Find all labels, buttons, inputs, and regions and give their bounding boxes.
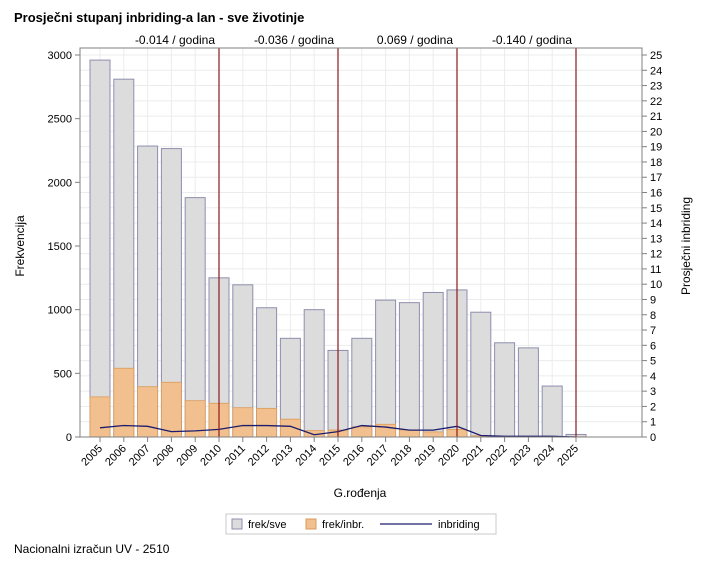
x-tick-label: 2008 [151,443,177,469]
reference-label: 0.069 / godina [377,33,453,47]
x-tick-label: 2009 [175,443,201,469]
y-tick-label: 1500 [48,241,72,253]
reference-label: -0.014 / godina [135,33,215,47]
bar-frek-inbr [256,407,278,438]
y2-tick-label: 22 [650,96,662,108]
y2-tick-label: 12 [650,249,662,261]
x-tick-label: 2017 [365,443,391,469]
y2-tick-label: 3 [650,386,656,398]
y2-tick-label: 13 [650,233,662,245]
y2-tick-label: 15 [650,203,662,215]
y2-tick-label: 20 [650,126,662,138]
x-tick-label: 2022 [484,443,510,469]
y2-tick-label: 10 [650,279,662,291]
bar-frek-sve [541,385,563,438]
x-tick-label: 2015 [317,443,343,469]
footnote: Nacionalni izračun UV - 2510 [14,542,170,556]
reference-lines: -0.014 / godina -0.036 / godina 0.069 / go… [135,33,577,437]
bar-frek-inbr [398,429,420,438]
legend: frek/sve frek/inbr. inbriding [225,513,497,535]
bar-frek-sve [375,299,397,438]
bar-frek-sve [494,342,516,438]
y2-tick-label: 0 [650,432,656,444]
bar-frek-sve [351,337,373,438]
y2-tick-label: 1 [650,417,656,429]
x-tick-label: 2010 [198,443,224,469]
x-tick-label: 2025 [555,443,581,469]
y2-axis-label: Prosječni inbriding [679,197,693,295]
x-tick-label: 2007 [127,443,153,469]
y2-tick-label: 24 [650,65,662,77]
y2-tick-label: 19 [650,142,662,154]
y2-tick-label: 25 [650,50,662,62]
y-tick-label: 2000 [48,177,72,189]
bar-frek-inbr [137,386,159,438]
legend-box [225,513,497,535]
reference-label: -0.140 / godina [492,33,572,47]
x-tick-label: 2005 [79,443,105,469]
x-tick-label: 2013 [270,443,296,469]
x-axis-label: G.rođenja [334,486,387,500]
x-tick-label: 2020 [436,443,462,469]
y2-tick-label: 8 [650,310,656,322]
y2-tick-label: 23 [650,81,662,93]
y2-tick-label: 16 [650,188,662,200]
legend-label-frek-sve: frek/sve [248,519,287,531]
bar-frek-inbr [89,396,111,438]
y2-tick-label: 7 [650,325,656,337]
x-tick-label: 2019 [413,443,439,469]
y-tick-label: 1000 [48,305,72,317]
y2-tick-label: 14 [650,218,662,230]
y2-tick-label: 6 [650,340,656,352]
y2-tick-label: 5 [650,356,656,368]
y-tick-label: 3000 [48,50,72,62]
bar-frek-sve [422,291,444,438]
bar-frek-inbr [232,407,254,438]
x-tick-label: 2014 [294,443,320,469]
x-tick-label: 2011 [223,443,248,468]
bar-frek-inbr [351,426,373,438]
y-tick-label: 500 [54,368,72,380]
bar-frek-sve [470,311,492,438]
bar-frek-inbr [160,381,182,438]
y2-tick-label: 17 [650,172,662,184]
bar-frek-sve [303,309,325,438]
x-tick-label: 2024 [532,443,558,469]
legend-swatch-frek-sve [231,518,243,530]
y2-tick-label: 4 [650,371,656,383]
bar-frek-inbr [422,431,444,438]
y2-tick-label: 18 [650,157,662,169]
x-tick-label: 2006 [103,443,129,469]
legend-label-frek-inbr: frek/inbr. [322,519,364,531]
x-tick-label: 2023 [508,443,534,469]
y2-tick-label: 21 [650,111,662,123]
x-tick-label: 2016 [341,443,367,469]
y-axis-label: Frekvencija [13,215,27,277]
y-tick-label: 2500 [48,114,72,126]
bar-frek-sve [89,59,111,438]
bar-frek-sve [517,347,539,438]
x-tick-label: 2021 [460,443,486,469]
y2-tick-label: 2 [650,401,656,413]
plot-frame [79,47,643,438]
x-tick-label: 2012 [246,443,272,469]
reference-label: -0.036 / godina [254,33,334,47]
y2-tick-label: 9 [650,294,656,306]
legend-swatch-frek-inbr [305,518,317,530]
chart-title: Prosječni stupanj inbriding-a lan - sve … [14,10,305,25]
y2-tick-label: 11 [650,264,661,276]
x-tick-label: 2018 [389,443,415,469]
y-tick-label: 0 [66,432,72,444]
legend-label-inbriding: inbriding [438,519,480,531]
bar-frek-sve [398,302,420,438]
